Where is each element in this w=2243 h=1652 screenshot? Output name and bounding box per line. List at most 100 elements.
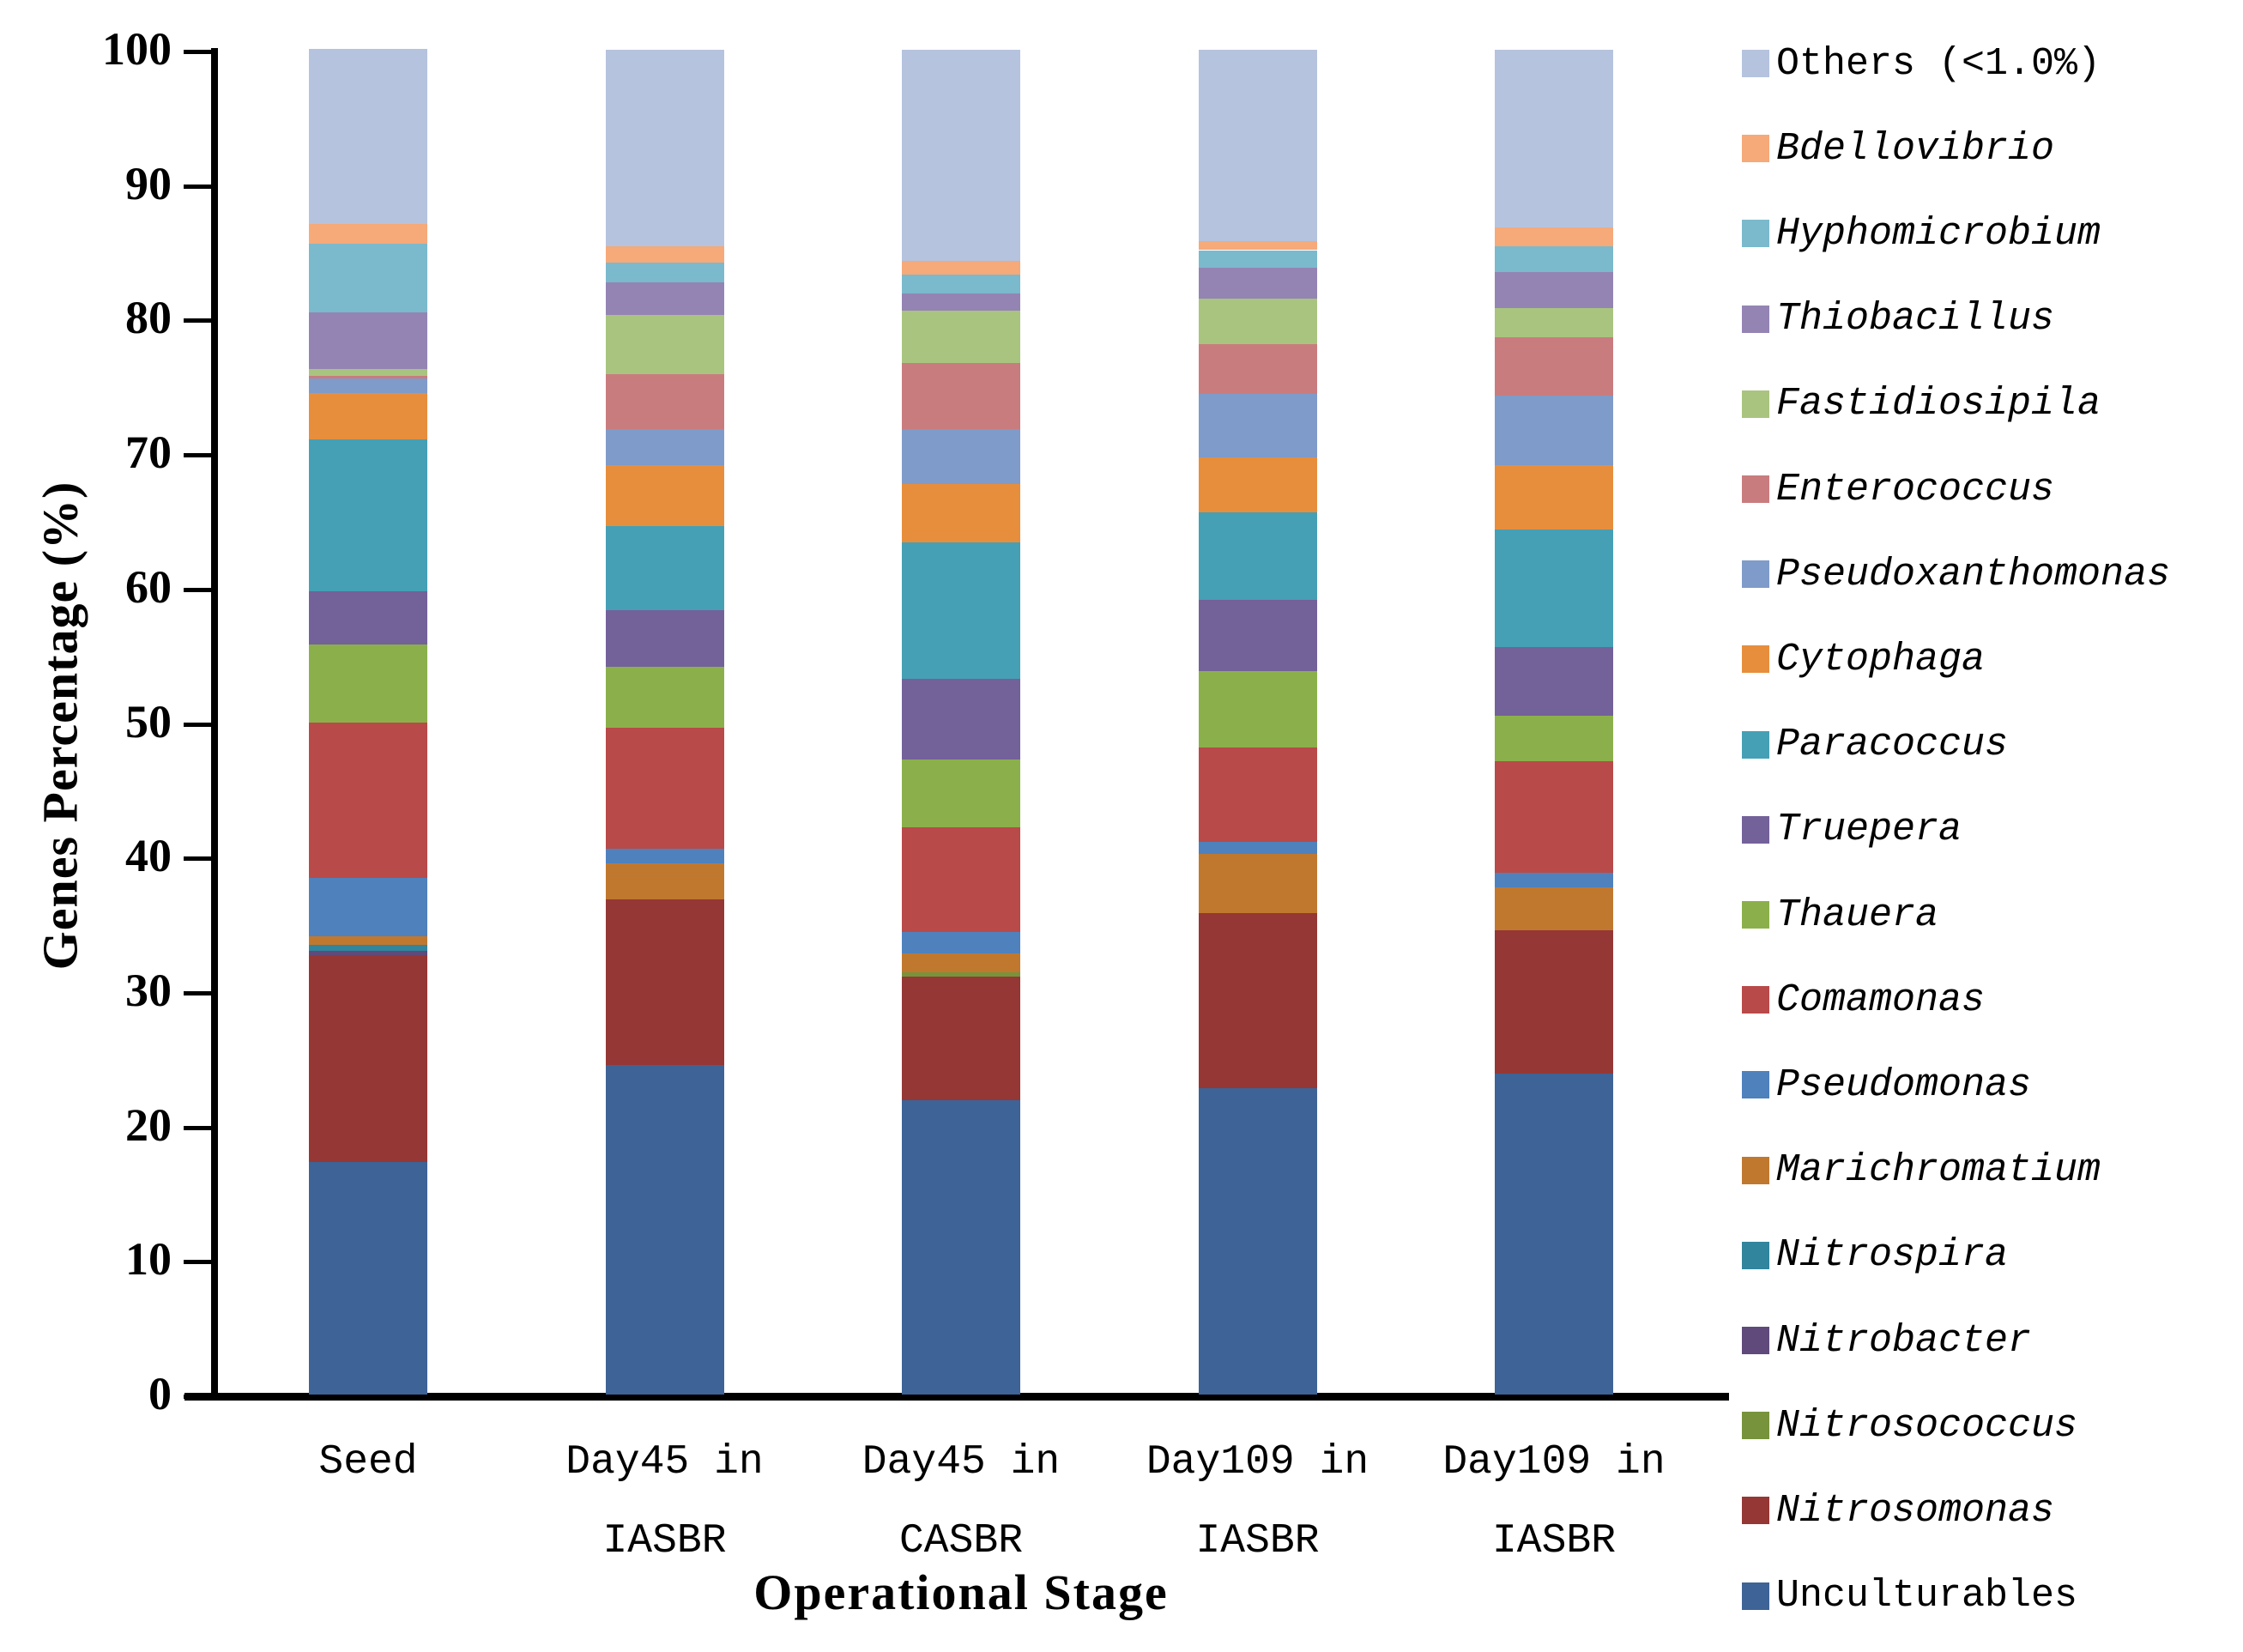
bar-segment-truepera (605, 610, 724, 668)
bar-segment-enterococcus (309, 376, 427, 379)
bar-segment-comamonas (1198, 747, 1317, 842)
bar-segment-bdellovibrio (902, 261, 1020, 275)
bar-segment-fastidiosipila (309, 369, 427, 376)
legend-swatch-icon (1742, 390, 1769, 418)
bar-segment-nitrosomonas (902, 976, 1020, 1100)
bar-segment-fastidiosipila (1198, 298, 1317, 345)
x-category-label-line: Seed (318, 1439, 418, 1486)
bar-segment-pseudomonas (309, 877, 427, 937)
x-axis-title: Operational Stage (753, 1564, 1169, 1620)
bar-segment-thiobacillus (309, 312, 427, 370)
bar-day45in-casbr (902, 50, 1020, 1395)
legend-label: Paracoccus (1776, 723, 2009, 767)
y-tick-label-80: 80 (125, 292, 172, 344)
legend-swatch-icon (1742, 1497, 1769, 1525)
x-axis-line (184, 1393, 1729, 1401)
legend-swatch-icon (1742, 50, 1769, 77)
bar-segment-thauera (902, 759, 1020, 827)
y-tick-10 (184, 1260, 218, 1265)
bar-segment-paracoccus (1198, 512, 1317, 600)
bar-day45in-iasbr (605, 50, 724, 1395)
bar-segment-enterococcus (605, 373, 724, 429)
legend-item-thiobacillus: Thiobacillus (1742, 293, 2054, 345)
legend-swatch-icon (1742, 305, 1769, 333)
bar-segment-pseudoxanthomonas (1495, 395, 1613, 466)
bar-segment-comamonas (309, 723, 427, 878)
y-tick-80 (184, 318, 218, 324)
bar-segment-thauera (605, 667, 724, 728)
bar-segment-enterococcus (902, 363, 1020, 429)
legend-swatch-icon (1742, 901, 1769, 929)
y-tick-0 (184, 1395, 218, 1399)
y-tick-40 (184, 856, 218, 862)
legend-item-nitrospira: Nitrospira (1742, 1230, 2008, 1281)
bar-segment-pseudomonas (902, 931, 1020, 954)
bar-segment-pseudoxanthomonas (309, 378, 427, 394)
legend-label: Pseudoxanthomonas (1776, 552, 2171, 596)
bar-segment-marichromatium (902, 953, 1020, 972)
y-tick-label-100: 100 (102, 23, 172, 75)
bar-segment-others-1-0- (1495, 50, 1613, 227)
bar-segment-cytophaga (1495, 465, 1613, 530)
y-tick-label-70: 70 (125, 427, 172, 479)
x-category-label-line: IASBR (1491, 1518, 1617, 1564)
legend-label: Nitrosomonas (1776, 1488, 2055, 1533)
bar-day109in-iasbr (1495, 50, 1613, 1395)
bar-segment-pseudoxanthomonas (1198, 394, 1317, 457)
y-tick-label-60: 60 (125, 560, 172, 613)
bar-segment-cytophaga (605, 465, 724, 526)
bar-segment-cytophaga (309, 393, 427, 439)
bar-segment-others-1-0- (1198, 50, 1317, 241)
legend-swatch-icon (1742, 1582, 1769, 1610)
bar-segment-unculturables (1495, 1073, 1613, 1395)
bar-segment-paracoccus (309, 439, 427, 591)
legend-swatch-icon (1742, 1071, 1769, 1099)
legend-swatch-icon (1742, 560, 1769, 589)
legend-label: Cytophaga (1776, 637, 1986, 681)
bar-segment-fastidiosipila (1495, 307, 1613, 338)
bar-seed (309, 49, 427, 1395)
bar-segment-enterococcus (1495, 337, 1613, 396)
legend-swatch-icon (1742, 1327, 1769, 1354)
y-tick-label-50: 50 (125, 695, 172, 747)
x-category-label-line: Day45 in (565, 1439, 764, 1486)
x-category-label-4: Day109 in IASBR (1400, 1423, 1708, 1581)
x-category-label-line: Day45 in (862, 1439, 1061, 1486)
bar-segment-unculturables (309, 1161, 427, 1395)
bar-segment-nitrosomonas (605, 899, 724, 1066)
y-tick-label-40: 40 (125, 830, 172, 882)
legend-label: Comamonas (1776, 977, 1986, 1022)
legend-item-fastidiosipila: Fastidiosipila (1742, 378, 2101, 430)
legend-swatch-icon (1742, 1156, 1769, 1184)
x-category-label-line: Day109 in (1146, 1439, 1369, 1486)
bar-segment-thiobacillus (1198, 267, 1317, 299)
legend-swatch-icon (1742, 1412, 1769, 1440)
bar-segment-truepera (1495, 646, 1613, 716)
legend-swatch-icon (1742, 475, 1769, 503)
legend-item-pseudomonas: Pseudomonas (1742, 1059, 2031, 1110)
legend-item-enterococcus: Enterococcus (1742, 463, 2054, 515)
bar-segment-marichromatium (1198, 854, 1317, 914)
bar-segment-hyphomicrobium (605, 262, 724, 283)
bar-segment-nitrosomonas (1198, 913, 1317, 1088)
legend-item-comamonas: Comamonas (1742, 974, 1985, 1026)
bar-segment-hyphomicrobium (309, 244, 427, 313)
bar-segment-bdellovibrio (605, 245, 724, 263)
legend-item-bdellovibrio: Bdellovibrio (1742, 123, 2054, 174)
x-category-label-line: CASBR (898, 1518, 1024, 1564)
legend-swatch-icon (1742, 220, 1769, 248)
bar-segment-bdellovibrio (1495, 227, 1613, 246)
x-category-label-2: Day45 in CASBR (807, 1423, 1115, 1581)
legend-item-pseudoxanthomonas: Pseudoxanthomonas (1742, 548, 2170, 600)
plot-area (217, 49, 1725, 1395)
legend-label: Fastidiosipila (1776, 382, 2101, 427)
y-tick-label-30: 30 (125, 964, 172, 1016)
bar-segment-pseudomonas (1495, 873, 1613, 888)
x-category-label-line: IASBR (602, 1518, 727, 1564)
legend-label: Marichromatium (1776, 1148, 2101, 1193)
bar-segment-enterococcus (1198, 344, 1317, 395)
bar-segment-hyphomicrobium (1495, 245, 1613, 272)
bar-day109in-iasbr (1198, 50, 1317, 1395)
bar-segment-thiobacillus (902, 293, 1020, 311)
legend-item-thauera: Thauera (1742, 889, 1938, 941)
